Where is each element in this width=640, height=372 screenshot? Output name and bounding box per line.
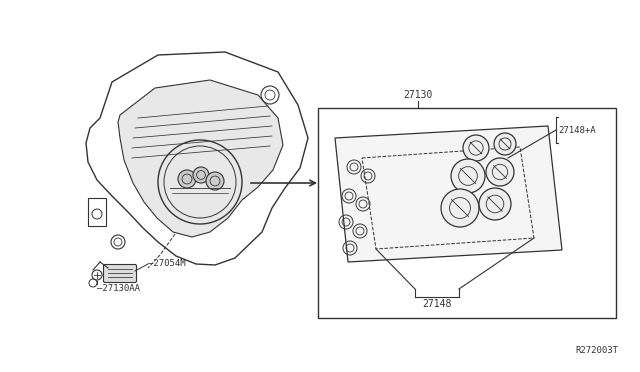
Text: —27130AA: —27130AA bbox=[97, 284, 140, 293]
Circle shape bbox=[451, 159, 485, 193]
Circle shape bbox=[479, 188, 511, 220]
Polygon shape bbox=[86, 52, 308, 265]
Circle shape bbox=[463, 135, 489, 161]
Circle shape bbox=[206, 172, 224, 190]
Bar bbox=[318, 108, 616, 318]
Text: 27148+A: 27148+A bbox=[558, 125, 596, 135]
Text: R272003T: R272003T bbox=[575, 346, 618, 355]
Text: 27130: 27130 bbox=[403, 90, 433, 100]
Circle shape bbox=[494, 133, 516, 155]
Circle shape bbox=[486, 158, 514, 186]
Text: 27148: 27148 bbox=[422, 299, 452, 309]
Polygon shape bbox=[118, 80, 283, 237]
Circle shape bbox=[178, 170, 196, 188]
Bar bbox=[88, 198, 106, 226]
FancyBboxPatch shape bbox=[104, 264, 136, 282]
Circle shape bbox=[441, 189, 479, 227]
Circle shape bbox=[193, 167, 209, 183]
Polygon shape bbox=[335, 126, 562, 262]
Text: —27054M: —27054M bbox=[148, 260, 186, 269]
